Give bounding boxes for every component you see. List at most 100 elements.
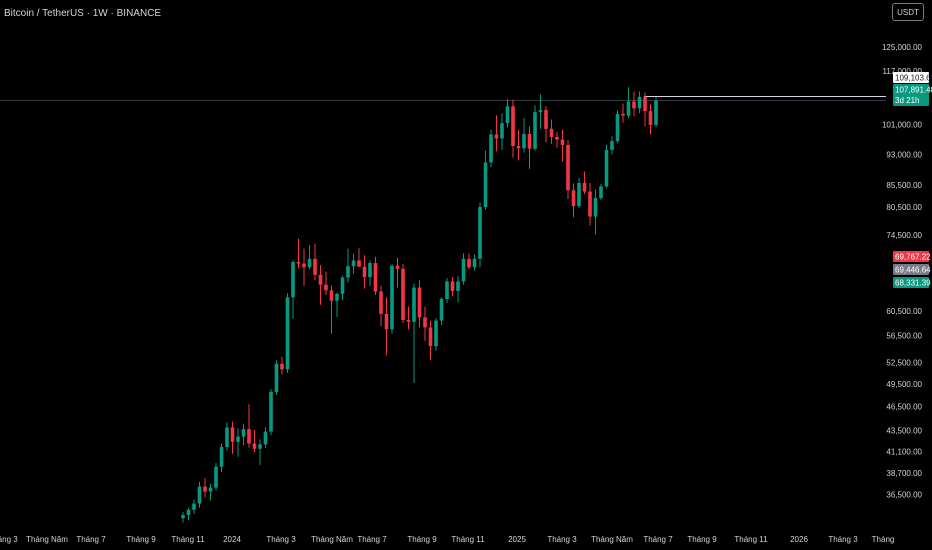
time-tick-label: Tháng 7 — [643, 535, 673, 544]
candle — [395, 257, 400, 288]
candle — [230, 421, 235, 455]
candle-body — [219, 446, 224, 467]
candle — [527, 126, 532, 169]
candles-layer — [181, 87, 658, 523]
candle-body — [643, 96, 647, 112]
candle-body — [225, 427, 229, 447]
currency-button[interactable]: USDT — [892, 3, 924, 21]
candle-body — [461, 258, 466, 282]
candle — [483, 150, 488, 210]
candle-body — [247, 429, 251, 444]
candle-body — [549, 128, 554, 137]
candle — [181, 511, 185, 523]
candle-body — [384, 313, 389, 330]
candle-body — [467, 258, 471, 268]
price-badge-value: 69,446.64 — [895, 266, 931, 275]
candle-body — [357, 260, 361, 267]
candle — [225, 422, 229, 451]
candle-body — [296, 261, 301, 264]
candle-body — [395, 265, 400, 269]
candle — [544, 106, 548, 143]
candle-body — [648, 111, 653, 125]
time-axis[interactable]: Tháng 3 Tháng Năm Tháng 7 Tháng 9 Tháng 11 20… — [0, 535, 894, 544]
candle — [489, 129, 493, 168]
candle — [494, 115, 499, 152]
candle-body — [335, 293, 339, 301]
candle — [258, 439, 262, 465]
candle-body — [555, 136, 559, 140]
candle-body — [522, 134, 526, 149]
time-tick-label: Tháng 3 — [547, 535, 577, 544]
time-tick-label: Tháng Năm — [26, 535, 68, 544]
candle-body — [615, 113, 620, 142]
candle — [236, 428, 240, 457]
candle-body — [626, 101, 631, 116]
time-tick-label: Tháng 9 — [126, 535, 156, 544]
candle — [566, 139, 570, 199]
candle-body — [538, 110, 543, 113]
candle-body — [434, 320, 438, 347]
candle-body — [604, 149, 609, 187]
candle — [384, 297, 389, 356]
candle — [533, 105, 537, 151]
price-badge-value: 109,103.68 — [895, 74, 932, 83]
candle — [423, 306, 427, 341]
candle-body — [445, 281, 449, 300]
time-tick-label: Tháng — [872, 535, 895, 544]
candle — [379, 285, 383, 327]
candle — [588, 182, 592, 226]
candle — [461, 253, 466, 285]
price-tick-label: 43,500.00 — [886, 427, 922, 436]
candle-body — [610, 141, 614, 150]
price-tick-label: 52,500.00 — [886, 358, 922, 367]
candle — [412, 283, 416, 384]
price-axis[interactable]: 125,000.00 117,000.00 101,000.00 93,000.00 8… — [882, 43, 923, 499]
candle — [516, 129, 521, 161]
candle — [373, 256, 378, 295]
price-tick-label: 93,000.00 — [886, 151, 922, 160]
candle — [577, 177, 581, 208]
candle — [643, 92, 647, 127]
time-tick-label: Tháng 9 — [687, 535, 717, 544]
candle-body — [511, 106, 515, 147]
candle — [362, 255, 367, 289]
price-tick-label: 38,700.00 — [886, 469, 922, 478]
candle-body — [208, 487, 213, 492]
candle-body — [439, 299, 444, 321]
candle — [406, 306, 411, 330]
price-tick-label: 117,000.00 — [883, 67, 923, 76]
candle — [604, 144, 609, 189]
candle-body — [214, 466, 218, 488]
candle — [654, 97, 658, 127]
price-tick-label: 49,500.00 — [886, 380, 922, 389]
candle — [291, 260, 295, 319]
candle-body — [274, 363, 279, 392]
candle-body — [560, 139, 565, 145]
candle — [417, 280, 422, 328]
candle-body — [417, 287, 422, 318]
time-tick-label: Tháng 3 — [266, 535, 296, 544]
candle-body — [494, 134, 499, 139]
price-badge-bg — [893, 84, 929, 106]
candle — [500, 113, 504, 150]
candle-body — [533, 112, 537, 149]
candle-body — [505, 106, 510, 124]
candle — [511, 99, 515, 158]
candle — [538, 94, 543, 129]
candle-body — [527, 134, 532, 149]
candle — [324, 271, 328, 295]
time-tick-label: Tháng 7 — [357, 535, 387, 544]
price-badge: 69,446.64 — [893, 264, 931, 275]
candle — [434, 318, 438, 351]
candle-body — [291, 261, 295, 298]
candle-body — [373, 263, 378, 292]
price-badge-value: 68,331.39 — [895, 279, 931, 288]
candle-body — [252, 443, 257, 449]
candle — [428, 320, 433, 361]
price-tick-label: 85,500.00 — [886, 181, 922, 190]
candle-body — [489, 134, 493, 163]
